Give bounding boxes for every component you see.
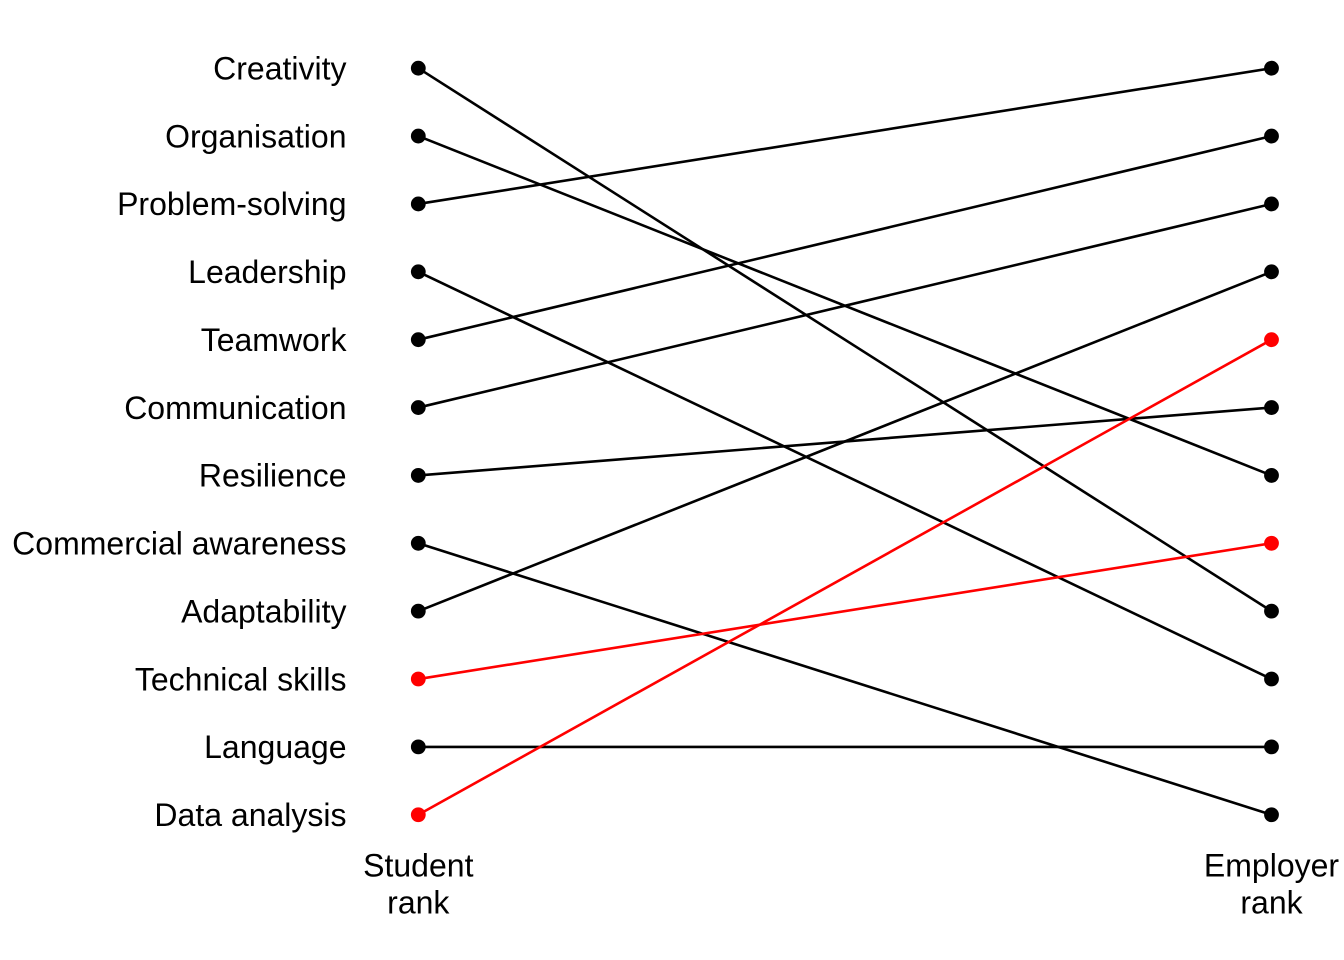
svg-text:rank: rank bbox=[387, 885, 450, 921]
svg-text:Organisation: Organisation bbox=[165, 118, 346, 154]
svg-text:Problem-solving: Problem-solving bbox=[117, 186, 346, 222]
svg-text:Technical skills: Technical skills bbox=[135, 661, 347, 697]
svg-text:Creativity: Creativity bbox=[213, 51, 346, 87]
svg-text:rank: rank bbox=[1240, 885, 1303, 921]
svg-text:Commercial awareness: Commercial awareness bbox=[12, 526, 346, 562]
svg-text:Communication: Communication bbox=[124, 390, 346, 426]
svg-text:Data analysis: Data analysis bbox=[154, 797, 346, 833]
svg-text:Employer: Employer bbox=[1204, 848, 1340, 884]
svg-text:Resilience: Resilience bbox=[199, 458, 347, 494]
svg-text:Language: Language bbox=[204, 729, 346, 765]
svg-text:Student: Student bbox=[363, 848, 473, 884]
svg-text:Adaptability: Adaptability bbox=[181, 594, 346, 630]
svg-text:Teamwork: Teamwork bbox=[201, 322, 348, 358]
svg-text:Leadership: Leadership bbox=[188, 254, 346, 290]
